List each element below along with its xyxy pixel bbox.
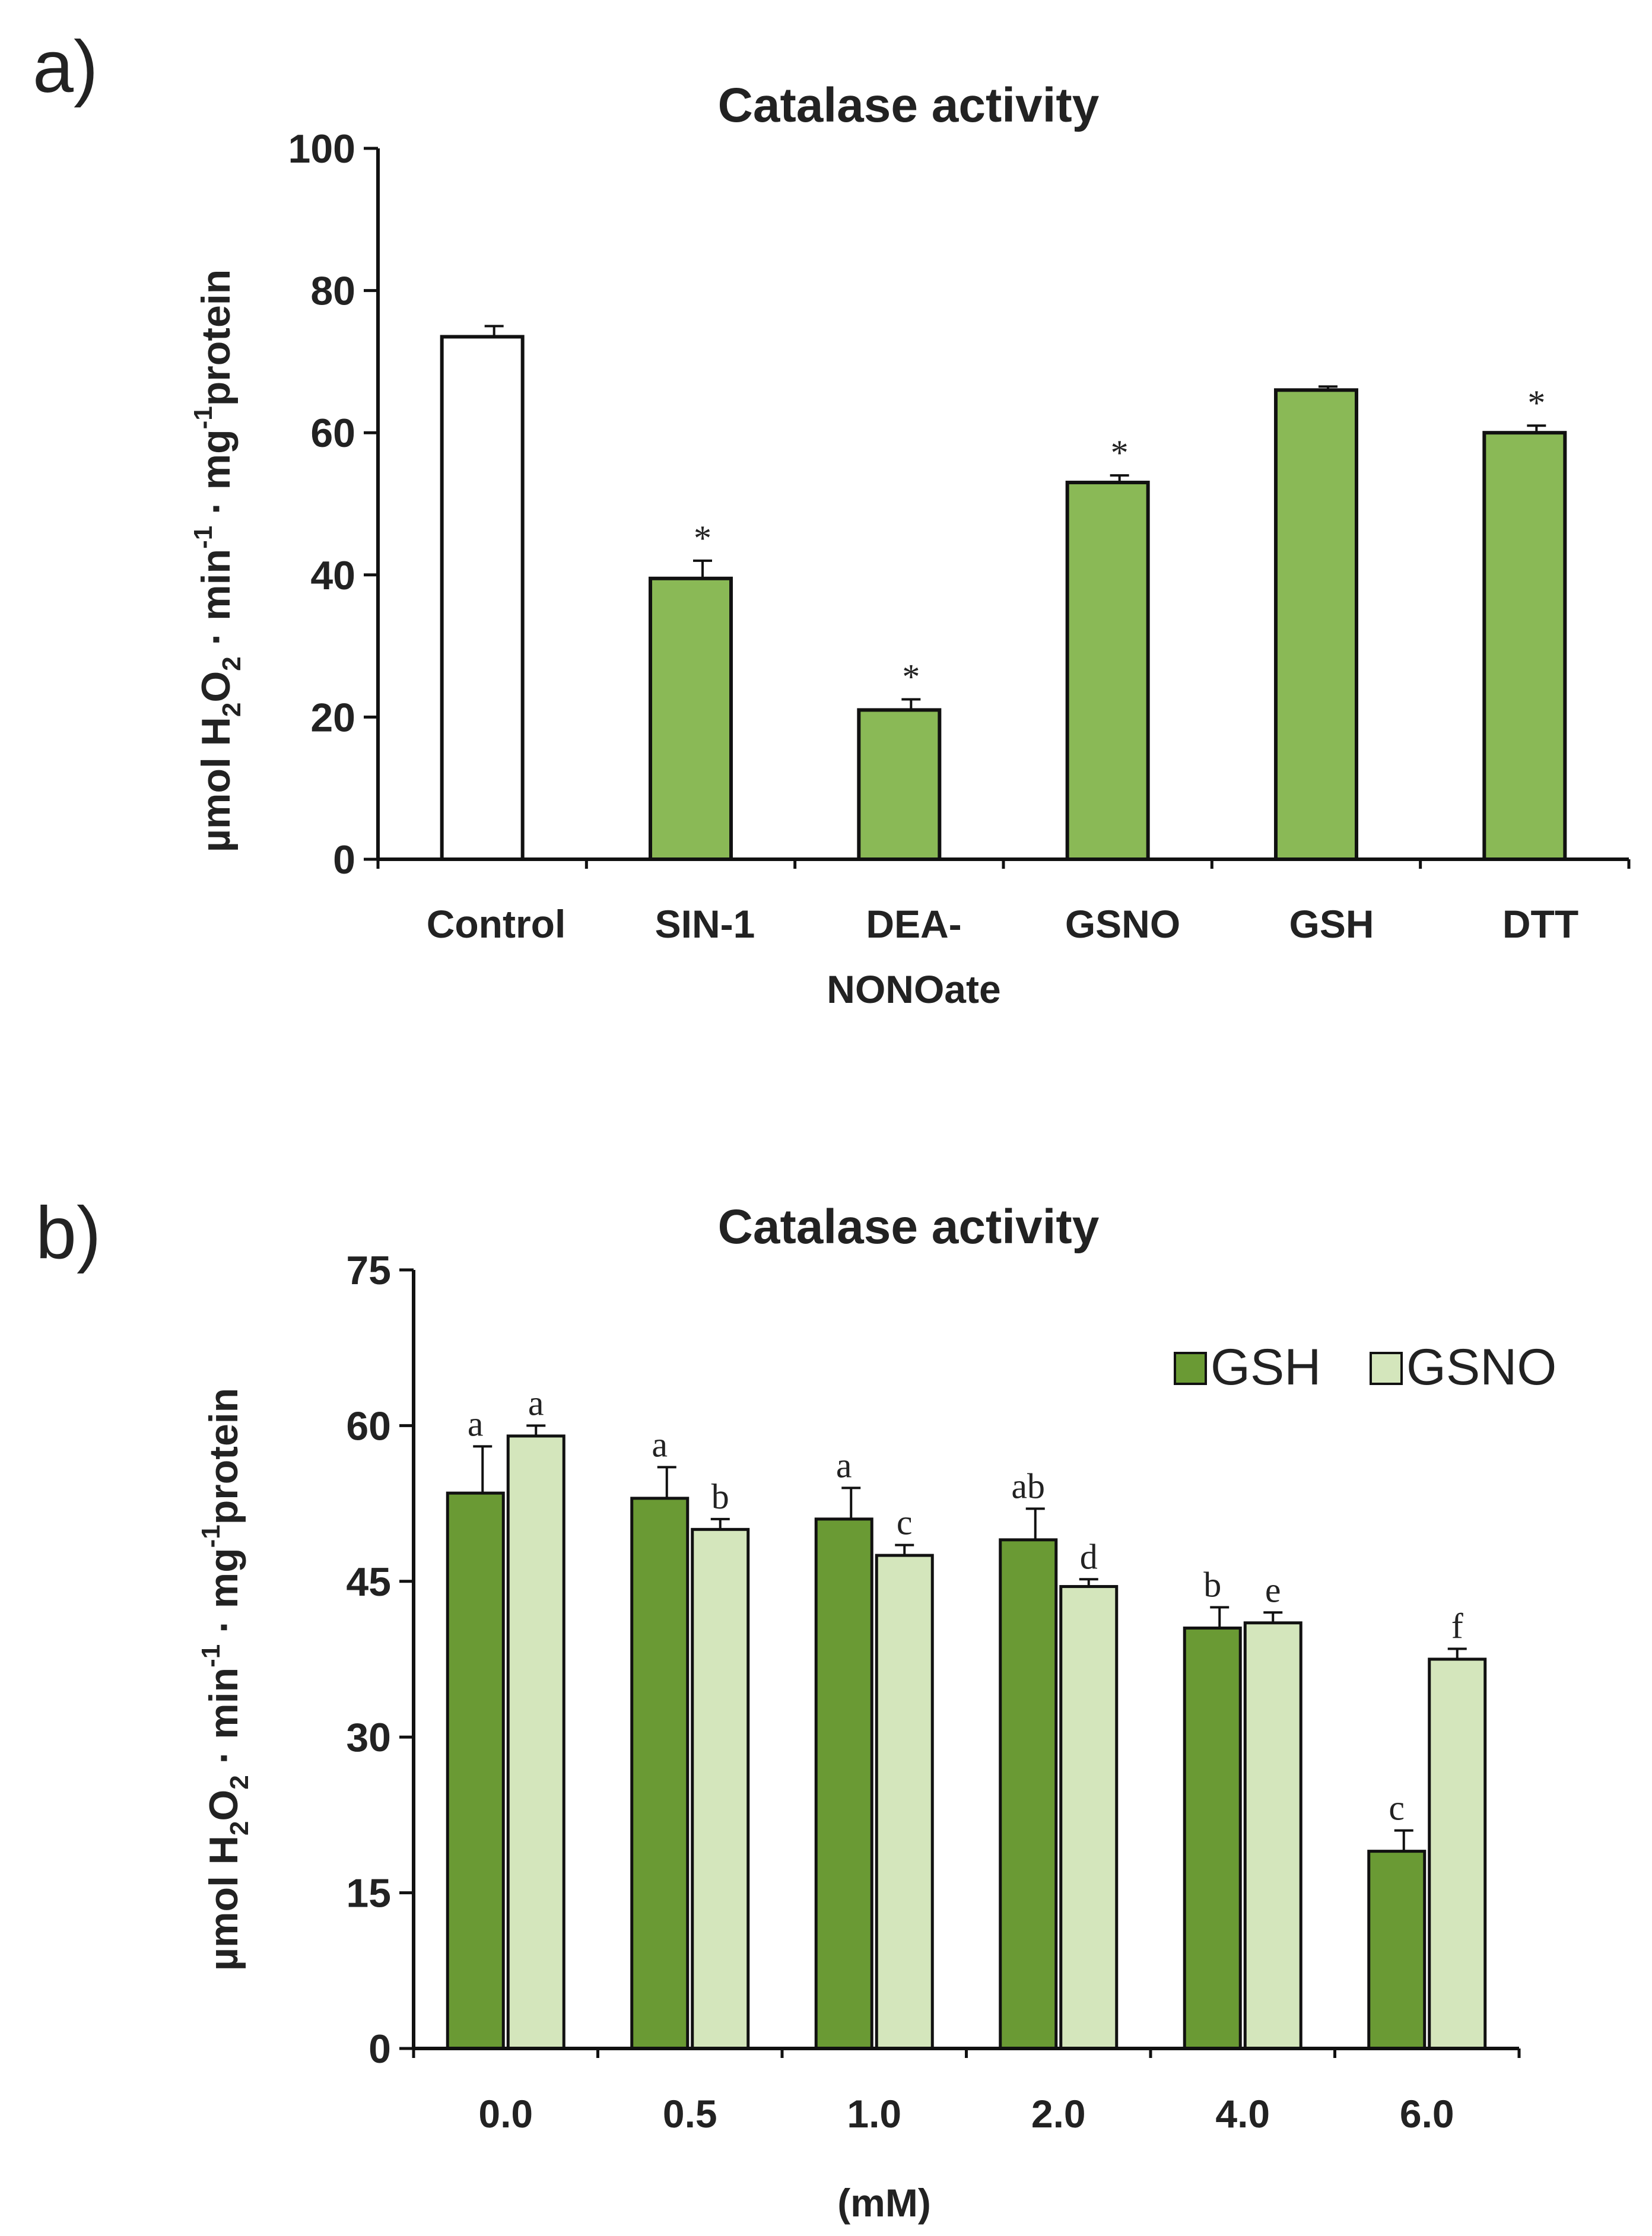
panel-b-category-label: 2.0 xyxy=(1031,2092,1086,2136)
panel-a-bar xyxy=(1065,481,1150,861)
panel-b-y-tick-label: 45 xyxy=(346,1560,391,1605)
panel-a-bar xyxy=(857,708,942,862)
panel-b-bar-gsno xyxy=(691,1527,750,2050)
panel-a-significance-marker: * xyxy=(694,519,711,558)
panel-b-category-label: 0.5 xyxy=(663,2092,717,2136)
panel-b-significance-letter: d xyxy=(1080,1537,1098,1576)
panel-a-categories: Control SIN-1 DEA- NONOate GSNO GSH DTT xyxy=(427,902,1578,1011)
panel-a-significance-marker: * xyxy=(1527,383,1545,423)
panel-a-significance-marker: * xyxy=(1111,433,1129,472)
panel-b-ticks: 0 15 30 45 60 75 xyxy=(346,1248,414,2072)
panel-b-bar-gsno xyxy=(1059,1585,1119,2050)
panel-b-categories: 0.0 0.5 1.0 2.0 4.0 6.0 xyxy=(478,2092,1454,2136)
panel-b-category-label: 6.0 xyxy=(1400,2092,1454,2136)
panel-b-bar-gsno xyxy=(1428,1657,1487,2050)
panel-a: a) Catalase activity µmol H2O2 · min-1 ·… xyxy=(33,26,1631,1011)
panel-b-significance-letter: c xyxy=(1389,1789,1405,1828)
panel-a-y-tick-label: 40 xyxy=(310,553,355,598)
panel-b-bar-gsh xyxy=(1367,1850,1427,2050)
panel-b-significance-letter: b xyxy=(711,1477,729,1516)
panel-b-bar-gsh xyxy=(999,1538,1058,2050)
panel-b-bar-gsno xyxy=(875,1554,934,2050)
panel-a-y-axis-label: µmol H2O2 · min-1 · mg-1protein xyxy=(189,269,246,852)
panel-b-significance-letter: a xyxy=(652,1425,668,1464)
panel-b-y-tick-label: 15 xyxy=(346,1871,391,1916)
panel-b-category-label: 1.0 xyxy=(847,2092,901,2136)
panel-b-y-tick-label: 0 xyxy=(368,2027,391,2072)
panel-b-significance-letter: f xyxy=(1451,1607,1463,1646)
legend-swatch-gsno xyxy=(1370,1352,1403,1385)
panel-b-legend: GSH GSNO xyxy=(1174,1339,1556,1396)
panel-b-y-tick-label: 75 xyxy=(346,1248,391,1293)
panel-a-bar xyxy=(1482,431,1567,861)
panel-b-significance-letter: a xyxy=(836,1446,852,1485)
panel-b-title: Catalase activity xyxy=(718,1200,1100,1254)
panel-b-category-label: 4.0 xyxy=(1215,2092,1270,2136)
legend-label-gsno: GSNO xyxy=(1406,1339,1556,1396)
panel-b-y-tick-label: 60 xyxy=(346,1403,391,1449)
panel-a-y-tick-label: 80 xyxy=(310,269,355,314)
panel-a-bars: * * * * xyxy=(440,325,1567,862)
panel-a-ticks: 0 20 40 60 80 100 xyxy=(288,126,378,882)
panel-b-label: b) xyxy=(36,1192,101,1274)
panel-a-category-label: DTT xyxy=(1502,902,1578,946)
panel-b-significance-letter: a xyxy=(468,1404,484,1443)
panel-b: b) Catalase activity µmol H2O2 · min-1 ·… xyxy=(36,1192,1556,2225)
panel-b-significance-letter: e xyxy=(1265,1570,1281,1609)
panel-a-category-label: GSNO xyxy=(1065,902,1180,946)
panel-b-significance-letter: c xyxy=(897,1503,913,1542)
panel-a-significance-marker: * xyxy=(902,657,920,696)
panel-b-bar-gsh xyxy=(630,1497,690,2050)
panel-a-category-label: DEA- xyxy=(866,902,961,946)
panel-b-bar-gsno xyxy=(1243,1621,1302,2050)
panel-b-y-tick-label: 30 xyxy=(346,1715,391,1760)
panel-b-significance-letter: b xyxy=(1203,1565,1221,1605)
panel-a-category-label: GSH xyxy=(1289,902,1374,946)
legend-label-gsh: GSH xyxy=(1211,1339,1321,1396)
panel-a-category-label: SIN-1 xyxy=(655,902,755,946)
panel-a-bar xyxy=(649,576,733,861)
panel-b-axes xyxy=(412,1270,1521,2058)
panel-a-axes xyxy=(376,148,1631,869)
panel-a-category-label: Control xyxy=(427,902,566,946)
panel-a-y-tick-label: 20 xyxy=(310,695,355,740)
panel-a-y-tick-label: 0 xyxy=(333,837,355,882)
panel-a-title: Catalase activity xyxy=(718,78,1100,132)
panel-a-category-label-line2: NONOate xyxy=(827,967,1000,1011)
panel-b-bar-gsno xyxy=(506,1434,566,2050)
panel-a-bar xyxy=(440,335,525,861)
panel-b-y-axis-label: µmol H2O2 · min-1 · mg-1protein xyxy=(196,1388,254,1971)
panel-b-significance-letter: a xyxy=(528,1383,544,1422)
panel-a-y-tick-label: 60 xyxy=(310,411,355,456)
panel-b-category-label: 0.0 xyxy=(478,2092,533,2136)
legend-swatch-gsh xyxy=(1174,1352,1207,1385)
panel-b-x-axis-label: (mM) xyxy=(837,2181,931,2225)
panel-b-bar-gsh xyxy=(446,1491,505,2050)
panel-a-y-tick-label: 100 xyxy=(288,126,355,171)
panel-b-bar-gsh xyxy=(1183,1627,1242,2050)
panel-b-significance-letter: ab xyxy=(1011,1466,1045,1506)
panel-a-label: a) xyxy=(33,26,98,108)
panel-b-bar-gsh xyxy=(814,1517,873,2050)
panel-a-bar xyxy=(1274,388,1358,861)
